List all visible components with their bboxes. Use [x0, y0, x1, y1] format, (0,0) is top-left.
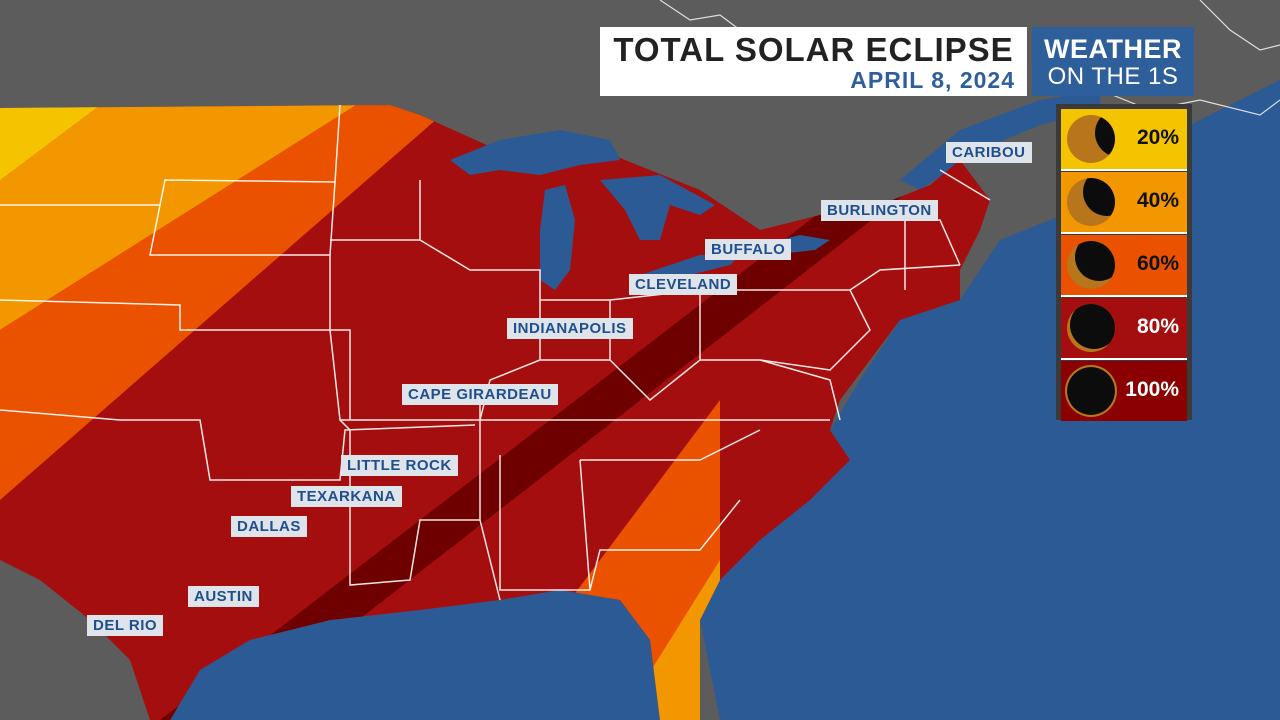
title-panel: TOTAL SOLAR ECLIPSE APRIL 8, 2024 [600, 27, 1027, 96]
total-eclipse-icon [1067, 367, 1115, 415]
map-date: APRIL 8, 2024 [850, 67, 1015, 93]
city-label-buffalo: BUFFALO [705, 239, 792, 260]
city-label-texarkana: TEXARKANA [291, 486, 402, 507]
legend-label: 20% [1136, 126, 1179, 149]
legend-item: 80% [1061, 298, 1187, 360]
legend-label: 100% [1125, 378, 1179, 401]
legend-item: 40% [1061, 172, 1187, 234]
obscuration-legend: 20% 40% 60% 80% 100% [1056, 104, 1192, 421]
brand-line-2: ON THE 1S [1047, 63, 1179, 90]
city-label-burlington: BURLINGTON [821, 200, 938, 221]
brand-logo: WEATHER ON THE 1S [1032, 27, 1194, 96]
partial-eclipse-icon [1067, 178, 1115, 226]
city-label-cape-girardeau: CAPE GIRARDEAU [402, 384, 558, 405]
city-label-del-rio: DEL RIO [87, 615, 164, 636]
partial-eclipse-icon [1067, 241, 1115, 289]
city-label-austin: AUSTIN [188, 586, 259, 607]
city-label-cleveland: CLEVELAND [629, 274, 738, 295]
lake-huron [600, 175, 715, 240]
legend-label: 80% [1136, 315, 1179, 338]
legend-label: 40% [1136, 189, 1179, 212]
partial-eclipse-icon [1067, 115, 1115, 163]
city-label-caribou: CARIBOU [946, 142, 1032, 163]
map-title: TOTAL SOLAR ECLIPSE [613, 31, 1014, 68]
st-lawrence [900, 90, 1100, 190]
city-label-little-rock: LITTLE ROCK [341, 455, 458, 476]
brand-line-1: WEATHER [1044, 34, 1182, 64]
legend-item: 100% [1061, 361, 1187, 421]
legend-item: 60% [1061, 235, 1187, 297]
lake-superior [450, 130, 620, 175]
city-label-indianapolis: INDIANAPOLIS [507, 318, 633, 339]
city-label-dallas: DALLAS [231, 516, 307, 537]
legend-label: 60% [1136, 252, 1179, 275]
lake-michigan [540, 185, 575, 290]
partial-eclipse-icon [1067, 304, 1115, 352]
legend-item: 20% [1061, 109, 1187, 171]
gulf-of-mexico [150, 590, 680, 720]
